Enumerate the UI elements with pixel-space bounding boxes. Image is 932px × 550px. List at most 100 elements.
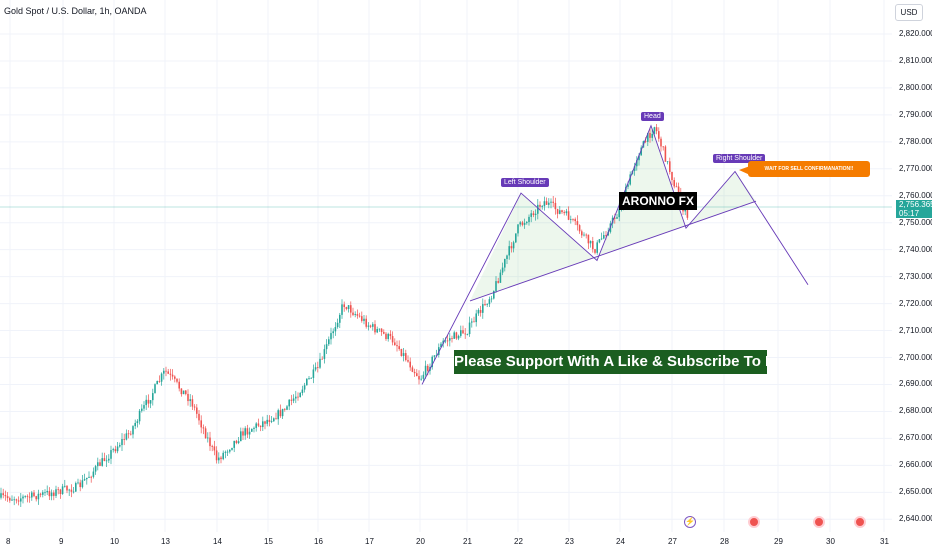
- candle-body: [55, 489, 57, 496]
- candle-body: [253, 427, 255, 429]
- candle-body: [365, 318, 367, 327]
- candle-body: [534, 213, 537, 216]
- candle-body: [460, 330, 462, 336]
- support-banner[interactable]: Please Support With A Like & Subscribe T…: [454, 350, 767, 374]
- candle-body: [559, 210, 561, 214]
- us-flag-icon[interactable]: [748, 516, 760, 528]
- candle-body: [563, 212, 565, 214]
- candle-body: [486, 304, 488, 305]
- candle-body: [281, 408, 284, 417]
- candle-body: [394, 342, 396, 346]
- candle-body: [565, 211, 568, 214]
- candle-body: [497, 281, 499, 283]
- candle-body: [636, 160, 638, 167]
- candle-body: [57, 489, 59, 491]
- candle-body: [457, 335, 460, 339]
- candle-body: [378, 328, 381, 330]
- candle-body: [277, 410, 279, 420]
- candle-body: [44, 492, 46, 494]
- y-tick-label: 2,680.000: [899, 406, 932, 416]
- candle-body: [416, 373, 418, 377]
- candle-body: [200, 420, 202, 428]
- sell-confirmation-callout[interactable]: WAIT FOR SELL CONFIRMANATION!!: [748, 161, 870, 177]
- candle-body: [64, 485, 66, 487]
- candle-body: [420, 378, 422, 380]
- candle-body: [132, 426, 134, 435]
- current-price-value: 2,756.365: [899, 200, 932, 209]
- candle-body: [537, 204, 539, 214]
- candle-body: [204, 428, 207, 439]
- candle-body: [653, 127, 656, 134]
- x-tick-label: 24: [616, 537, 625, 546]
- y-tick-label: 2,750.000: [899, 217, 932, 227]
- y-tick-label: 2,800.000: [899, 82, 932, 92]
- candle-body: [180, 388, 183, 395]
- candle-body: [398, 346, 400, 350]
- y-tick-label: 2,660.000: [899, 460, 932, 470]
- candle-body: [178, 381, 180, 389]
- candle-body: [273, 418, 275, 422]
- head-label[interactable]: Head: [641, 112, 664, 121]
- candle-body: [587, 234, 590, 244]
- candle-body: [292, 398, 295, 401]
- candle-body: [312, 369, 315, 378]
- candle-body: [664, 146, 667, 162]
- x-tick-label: 13: [161, 537, 170, 546]
- us-flag-icon[interactable]: [813, 516, 825, 528]
- candle-body: [570, 219, 572, 220]
- candle-body: [11, 499, 13, 501]
- y-tick-label: 2,770.000: [899, 163, 932, 173]
- candle-body: [471, 321, 473, 323]
- candle-body: [4, 495, 7, 497]
- x-tick-label: 14: [213, 537, 222, 546]
- candle-body: [224, 451, 227, 453]
- candle-body: [572, 219, 574, 220]
- candle-body: [651, 133, 653, 138]
- candle-body: [677, 186, 680, 194]
- candle-body: [134, 422, 136, 427]
- candle-body: [288, 399, 290, 407]
- candle-body: [103, 458, 106, 462]
- candle-body: [666, 161, 669, 163]
- x-tick-label: 9: [59, 537, 64, 546]
- y-tick-label: 2,710.000: [899, 325, 932, 335]
- candle-body: [2, 493, 4, 496]
- candle-body: [504, 259, 506, 268]
- candle-body: [174, 376, 176, 379]
- candle-body: [233, 440, 235, 448]
- candle-body: [541, 206, 543, 207]
- candle-body: [218, 457, 220, 461]
- candle-body: [479, 309, 482, 313]
- candle-body: [297, 396, 299, 398]
- left-shoulder-label[interactable]: Left Shoulder: [501, 178, 549, 187]
- candle-body: [39, 493, 42, 495]
- candle-body: [671, 171, 673, 181]
- candle-body: [191, 399, 194, 407]
- candle-body: [383, 332, 385, 334]
- candle-body: [226, 451, 229, 453]
- us-flag-icon[interactable]: [854, 516, 866, 528]
- candle-body: [374, 324, 376, 333]
- candle-body: [299, 392, 301, 398]
- candle-body: [77, 482, 79, 484]
- candle-body: [114, 449, 117, 452]
- candle-body: [431, 356, 433, 367]
- candle-body: [545, 201, 548, 205]
- lightning-icon[interactable]: ⚡: [684, 516, 696, 528]
- candle-body: [24, 496, 26, 498]
- candle-body: [20, 498, 22, 502]
- candle-body: [684, 209, 686, 212]
- candle-body: [367, 325, 370, 327]
- candle-body: [266, 419, 268, 424]
- candle-body: [422, 374, 425, 379]
- right-shoulder-label[interactable]: Right Shoulder: [713, 154, 766, 163]
- candle-body: [251, 428, 253, 432]
- candle-body: [163, 370, 165, 374]
- candle-body: [530, 213, 532, 217]
- candle-body: [372, 324, 374, 327]
- candle-body: [222, 452, 224, 460]
- candle-body: [561, 210, 563, 213]
- candle-body: [88, 476, 90, 478]
- currency-button[interactable]: USD: [895, 4, 923, 21]
